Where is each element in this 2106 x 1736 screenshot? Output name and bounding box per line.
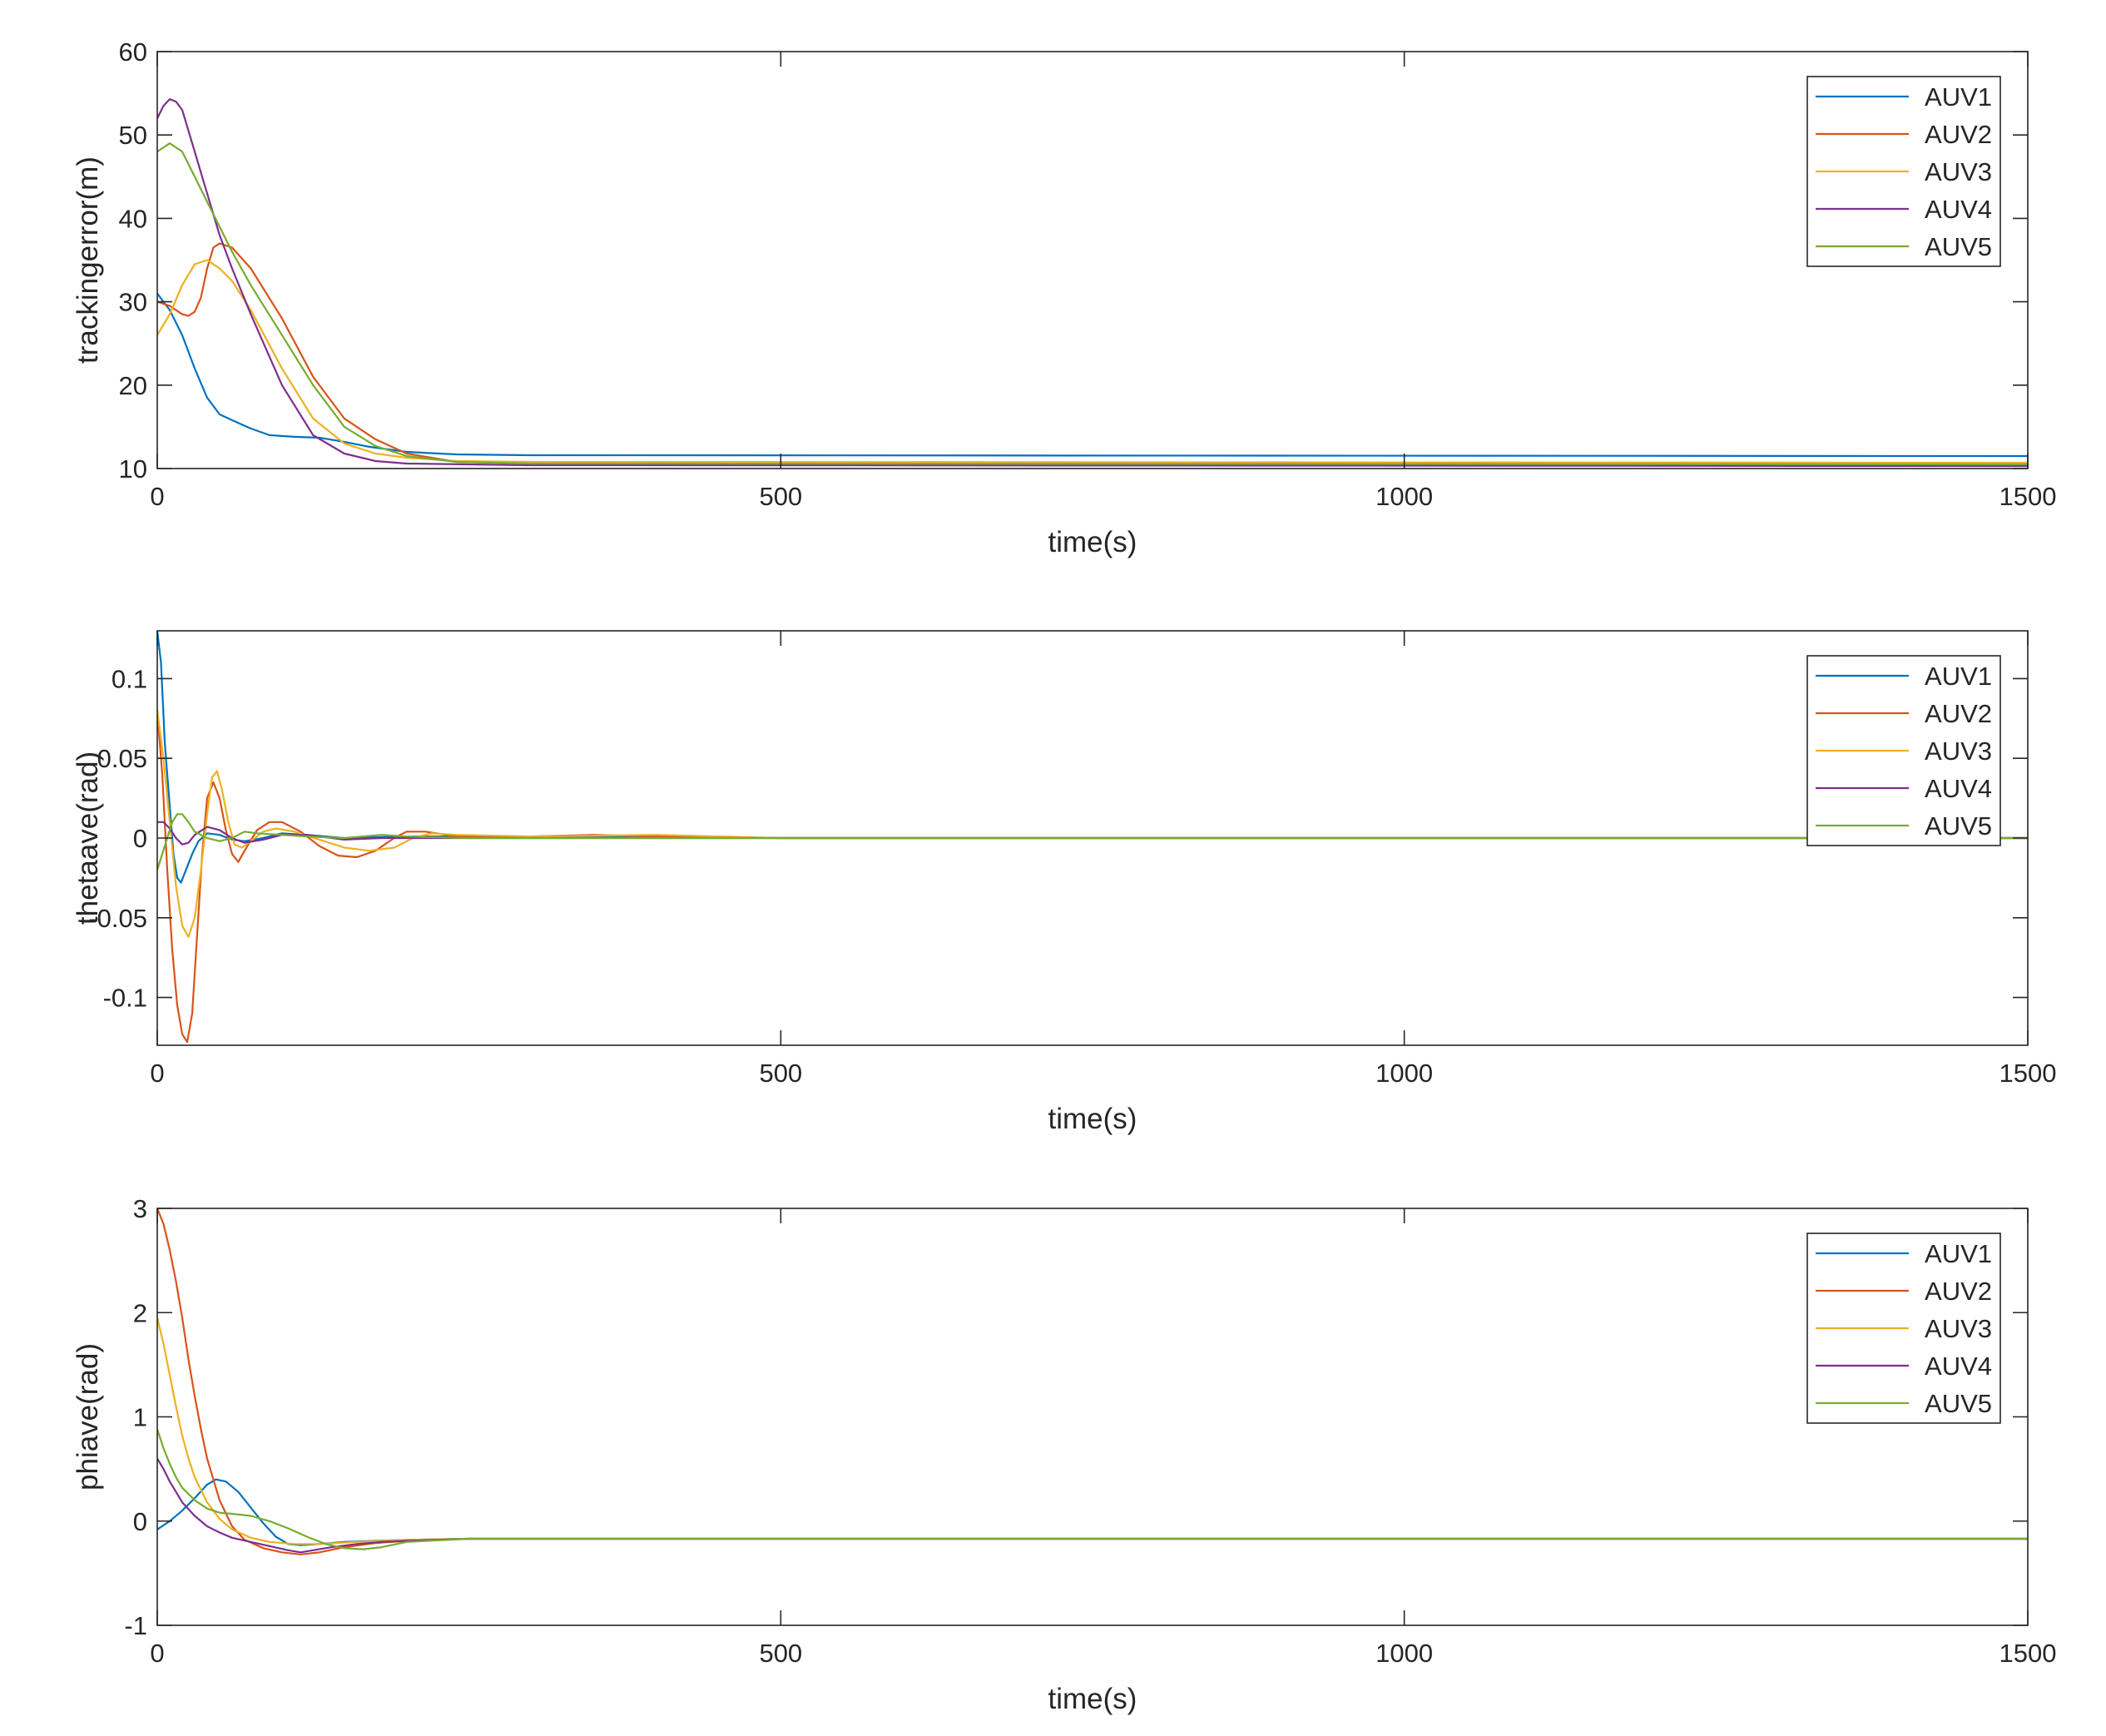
legend-label-auv1: AUV1 — [1925, 662, 1992, 691]
x-tick-label: 1000 — [1375, 482, 1433, 511]
y-tick-label: -1 — [124, 1611, 147, 1640]
y-axis-label: trackingerror(m) — [72, 156, 104, 364]
x-tick-label: 500 — [759, 1639, 802, 1668]
x-axis-label: time(s) — [1048, 1683, 1137, 1715]
x-tick-label: 0 — [150, 482, 164, 511]
legend-label-auv5: AUV5 — [1925, 811, 1992, 841]
x-tick-label: 1000 — [1375, 1639, 1433, 1668]
legend-label-auv1: AUV1 — [1925, 1239, 1992, 1268]
subplot-1: 0 500 1000 1500 10 20 30 40 50 60 time(s) trackinge… — [72, 37, 2056, 558]
y-axis-label: phiave(rad) — [72, 1343, 104, 1490]
x-tick-label: 500 — [759, 482, 802, 511]
legend-label-auv2: AUV2 — [1925, 699, 1992, 728]
figure: 0 500 1000 1500102030405060time(s)trackinge… — [0, 0, 2106, 1736]
legend: AUV1 AUV2 AUV3 AUV4 AUV5 — [1807, 1233, 2000, 1423]
legend-label-auv2: AUV2 — [1925, 120, 1992, 149]
x-tick-label: 1000 — [1375, 1059, 1433, 1088]
x-tick-label: 0 — [150, 1639, 164, 1668]
y-tick-label: 50 — [119, 121, 147, 150]
x-tick-label: 500 — [759, 1059, 802, 1088]
legend-label-auv3: AUV3 — [1925, 737, 1992, 766]
y-tick-label: 0 — [133, 1507, 147, 1536]
x-axis-label: time(s) — [1048, 1103, 1137, 1135]
y-tick-label: 30 — [119, 288, 147, 317]
legend-label-auv5: AUV5 — [1925, 1389, 1992, 1418]
y-tick-label: 0.05 — [97, 744, 147, 773]
legend: AUV1 AUV2 AUV3 AUV4 AUV5 — [1807, 656, 2000, 846]
legend-label-auv3: AUV3 — [1925, 157, 1992, 186]
y-tick-label: 10 — [119, 454, 147, 484]
x-tick-label: 0 — [150, 1059, 164, 1088]
y-tick-label: 20 — [119, 371, 147, 400]
legend-label-auv1: AUV1 — [1925, 82, 1992, 112]
y-tick-label: 40 — [119, 204, 147, 233]
y-tick-label: 2 — [133, 1298, 147, 1327]
x-tick-label: 1500 — [1999, 1639, 2057, 1668]
subplot-3: 0 500 1000 1500-10123time(s)phiave(rad)AUV1… — [72, 1194, 2056, 1715]
legend-label-auv4: AUV4 — [1925, 1352, 1992, 1381]
legend-label-auv4: AUV4 — [1925, 774, 1992, 803]
legend-label-auv3: AUV3 — [1925, 1314, 1992, 1343]
legend-label-auv4: AUV4 — [1925, 195, 1992, 224]
legend-label-auv5: AUV5 — [1925, 232, 1992, 261]
y-axis-label: thetaave(rad) — [72, 751, 104, 925]
y-tick-label: -0.1 — [103, 984, 147, 1013]
y-tick-label: 1 — [133, 1403, 147, 1432]
x-axis-label: time(s) — [1048, 526, 1137, 558]
legend-label-auv2: AUV2 — [1925, 1277, 1992, 1306]
plot-area — [157, 52, 2028, 469]
x-tick-label: 1500 — [1999, 482, 2057, 511]
y-tick-label: 0.1 — [111, 664, 147, 693]
y-tick-label: 0 — [133, 824, 147, 853]
y-tick-label: 60 — [119, 37, 147, 67]
x-tick-label: 1500 — [1999, 1059, 2057, 1088]
plot-area — [157, 1208, 2028, 1625]
subplot-2: 0 500 1000 1500-0.1-0.0500.050.1time(s)thet… — [72, 631, 2056, 1135]
y-tick-label: 3 — [133, 1194, 147, 1223]
legend: AUV1 AUV2 AUV3 AUV4 AUV5 — [1807, 77, 2000, 266]
